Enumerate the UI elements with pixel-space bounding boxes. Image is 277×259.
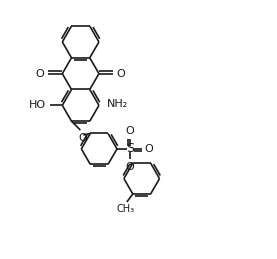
Text: O: O bbox=[145, 144, 153, 154]
Text: NH₂: NH₂ bbox=[107, 99, 128, 109]
Text: O: O bbox=[125, 126, 134, 136]
Text: O: O bbox=[36, 69, 45, 79]
Text: O: O bbox=[125, 162, 134, 172]
Text: O: O bbox=[78, 133, 87, 143]
Text: O: O bbox=[117, 69, 125, 79]
Text: CH₃: CH₃ bbox=[117, 204, 135, 214]
Text: S: S bbox=[126, 142, 134, 155]
Text: HO: HO bbox=[28, 100, 45, 110]
